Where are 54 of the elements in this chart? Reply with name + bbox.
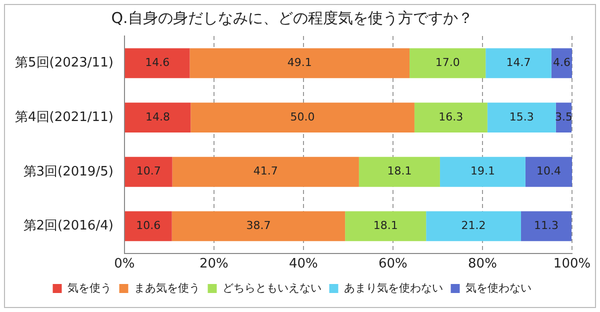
legend-label: まあ気を使う xyxy=(134,281,200,294)
data-label: 14.8 xyxy=(146,110,170,124)
data-label: 18.1 xyxy=(387,164,412,178)
bar xyxy=(190,48,410,78)
chart-title: Q.自身の身だしなみに、どの程度気を使う方ですか？ xyxy=(111,8,473,27)
legend-label: 気を使う xyxy=(67,281,112,294)
bar xyxy=(440,156,526,187)
bar xyxy=(124,48,190,78)
bar xyxy=(487,102,556,132)
data-label: 10.4 xyxy=(536,164,561,178)
data-label: 16.3 xyxy=(438,110,464,124)
data-label: 41.7 xyxy=(253,164,278,178)
bar xyxy=(172,156,359,187)
data-label: 17.0 xyxy=(435,56,460,70)
bar xyxy=(486,48,552,78)
y-tick-label: 第2回(2016/4) xyxy=(23,218,114,234)
data-label: 38.7 xyxy=(246,219,271,232)
data-label: 4.6 xyxy=(552,56,570,70)
legend-label: 気を使わない xyxy=(465,281,532,294)
data-label: 14.6 xyxy=(145,56,170,70)
legend-label: どちらともいえない xyxy=(222,281,322,294)
data-label: 19.1 xyxy=(470,164,495,178)
data-label: 10.6 xyxy=(136,219,161,232)
bar xyxy=(525,156,572,187)
bar xyxy=(551,48,572,78)
data-label: 50.0 xyxy=(290,110,315,124)
data-label: 21.2 xyxy=(461,219,486,232)
bar xyxy=(172,211,346,242)
y-tick-label: 第5回(2023/11) xyxy=(15,56,114,71)
bar xyxy=(426,211,521,242)
y-tick-label: 第3回(2019/5) xyxy=(23,164,114,180)
bar xyxy=(124,211,172,242)
data-label: 14.7 xyxy=(506,56,531,70)
bar xyxy=(124,102,191,132)
x-tick-label: 20% xyxy=(199,256,228,272)
bar xyxy=(520,211,572,242)
bar xyxy=(358,156,440,187)
x-tick-label: 0% xyxy=(114,256,135,272)
x-tick-label: 40% xyxy=(289,256,318,272)
bar xyxy=(190,102,414,132)
x-tick-label: 60% xyxy=(378,256,408,272)
bar xyxy=(414,102,488,132)
x-tick-label: 100% xyxy=(553,256,591,272)
bar xyxy=(410,48,486,78)
data-label: 18.1 xyxy=(373,219,398,232)
x-tick-label: 80% xyxy=(468,256,497,272)
legend-label: あまり気を使わない xyxy=(344,281,443,294)
data-label: 11.3 xyxy=(534,219,559,232)
data-label: 15.3 xyxy=(509,110,534,124)
data-label: 10.7 xyxy=(136,164,161,178)
y-tick-label: 第4回(2021/11) xyxy=(15,110,114,125)
data-label: 49.1 xyxy=(287,56,312,70)
bar xyxy=(345,211,426,242)
bar xyxy=(124,156,172,187)
